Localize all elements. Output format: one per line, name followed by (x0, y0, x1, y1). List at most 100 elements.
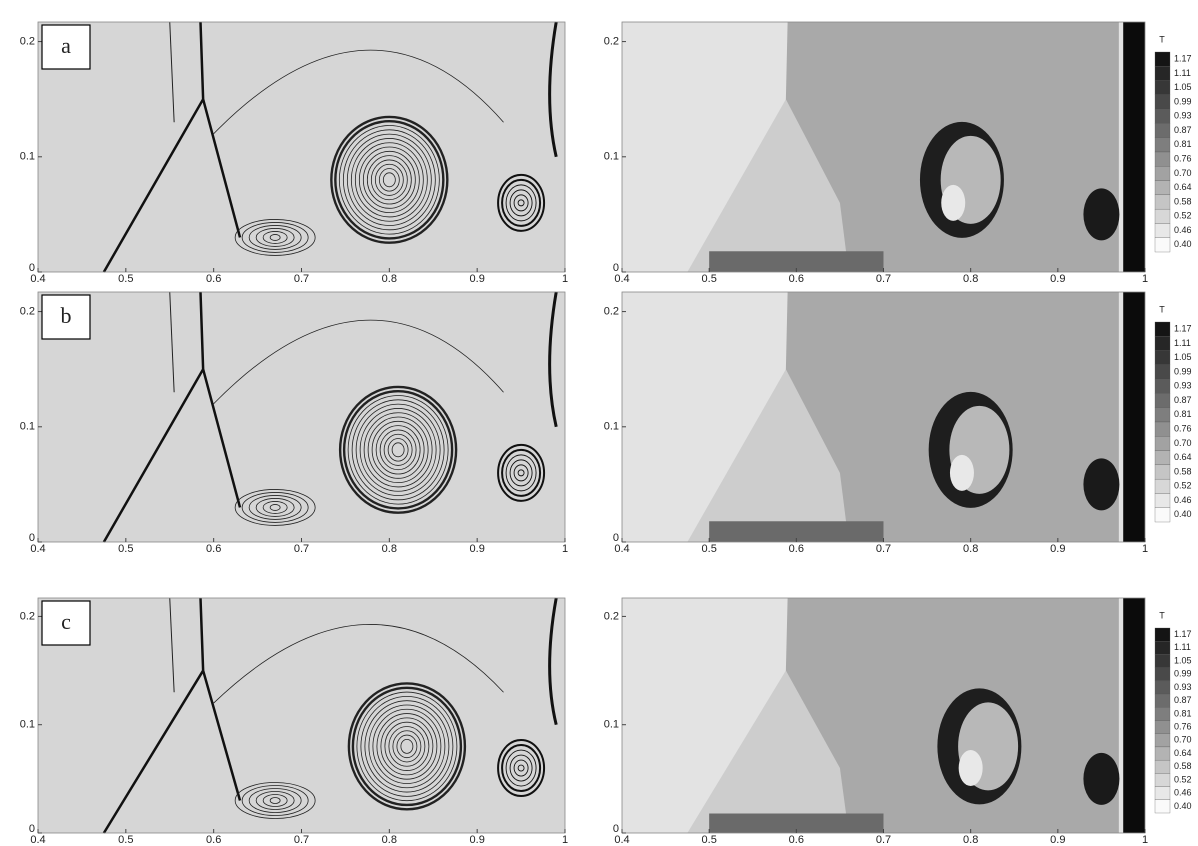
colorbar-label: 0.99 (1174, 669, 1192, 679)
colorbar-label: 1.17 (1174, 324, 1192, 334)
colorbar-label: 0.87 (1174, 395, 1192, 405)
colorbar-swatch (1155, 223, 1170, 237)
x-tick-label: 0.6 (789, 543, 804, 555)
colorbar-swatch (1155, 721, 1170, 734)
side-vortex (1083, 753, 1119, 805)
y-tick-label: 0 (29, 262, 35, 274)
colorbar-swatch (1155, 81, 1170, 95)
colorbar-swatch (1155, 508, 1170, 522)
x-tick-label: 0.9 (470, 273, 485, 285)
colorbar-label: 1.05 (1174, 82, 1192, 92)
contour-field (38, 22, 565, 272)
colorbar-label: 0.99 (1174, 96, 1192, 106)
colorbar-label: 0.76 (1174, 424, 1192, 434)
x-tick-label: 0.9 (1050, 543, 1065, 555)
colorbar-swatch (1155, 436, 1170, 450)
x-tick-label: 0.7 (876, 834, 891, 846)
colorbar-swatch (1155, 209, 1170, 223)
x-tick-label: 0.5 (118, 273, 133, 285)
colorbar-label: 0.52 (1174, 774, 1192, 784)
x-tick-label: 1 (562, 273, 568, 285)
x-tick-label: 0.9 (470, 834, 485, 846)
colorbar-label: 0.70 (1174, 735, 1192, 745)
colorbar-label: 0.87 (1174, 125, 1192, 135)
colorbar-title: T (1159, 304, 1165, 314)
colorbar-swatch (1155, 493, 1170, 507)
x-tick-label: 0.8 (382, 273, 397, 285)
y-tick-label: 0.1 (604, 421, 619, 433)
colorbar-swatch (1155, 152, 1170, 166)
wall-hot (1123, 598, 1145, 833)
y-tick-label: 0.2 (20, 35, 35, 47)
colorbar-swatch (1155, 641, 1170, 654)
x-tick-label: 1 (1142, 543, 1148, 555)
colorbar-label: 1.17 (1174, 629, 1192, 639)
panel-label: c (61, 609, 71, 634)
colorbar-label: 0.76 (1174, 721, 1192, 731)
colorbar-swatch (1155, 365, 1170, 379)
colorbar-title: T (1159, 34, 1165, 44)
x-tick-label: 0.5 (702, 834, 717, 846)
colorbar-title: T (1159, 610, 1165, 620)
x-tick-label: 0.8 (963, 834, 978, 846)
wall-hot (1123, 22, 1145, 272)
y-tick-label: 0.2 (604, 305, 619, 317)
x-tick-label: 0.4 (30, 834, 45, 846)
x-tick-label: 0.6 (206, 273, 221, 285)
colorbar-label: 0.70 (1174, 168, 1192, 178)
x-tick-label: 0.5 (702, 273, 717, 285)
x-tick-label: 0.6 (206, 834, 221, 846)
colorbar-label: 0.81 (1174, 409, 1192, 419)
colorbar-label: 0.93 (1174, 111, 1192, 121)
colorbar-label: 0.46 (1174, 225, 1192, 235)
colorbar-swatch (1155, 336, 1170, 350)
colorbar-swatch (1155, 422, 1170, 436)
colorbar-label: 0.87 (1174, 695, 1192, 705)
colorbar-label: 0.58 (1174, 761, 1192, 771)
wall-hot (1123, 292, 1145, 542)
colorbar-swatch (1155, 408, 1170, 422)
x-tick-label: 1 (562, 543, 568, 555)
colorbar-label: 0.81 (1174, 708, 1192, 718)
contour-field (38, 292, 565, 542)
y-tick-label: 0.2 (20, 305, 35, 317)
colorbar-swatch (1155, 707, 1170, 720)
x-tick-label: 0.4 (614, 834, 629, 846)
colorbar-swatch (1155, 195, 1170, 209)
colorbar-swatch (1155, 52, 1170, 66)
x-tick-label: 0.6 (789, 834, 804, 846)
y-tick-label: 0.2 (20, 610, 35, 622)
x-tick-label: 1 (562, 834, 568, 846)
colorbar-swatch (1155, 479, 1170, 493)
x-tick-label: 1 (1142, 834, 1148, 846)
colorbar-swatch (1155, 138, 1170, 152)
x-tick-label: 0.7 (294, 543, 309, 555)
panel-row: 0.40.50.60.70.80.9100.10.2a0.40.50.60.70… (20, 22, 1192, 285)
x-tick-label: 0.7 (876, 273, 891, 285)
x-tick-label: 0.5 (118, 543, 133, 555)
colorbar-swatch (1155, 123, 1170, 137)
y-tick-label: 0.1 (20, 421, 35, 433)
y-tick-label: 0.1 (20, 151, 35, 163)
colorbar-swatch (1155, 181, 1170, 195)
colorbar-label: 1.11 (1174, 68, 1191, 78)
x-tick-label: 0.8 (963, 543, 978, 555)
x-tick-label: 0.4 (614, 273, 629, 285)
colorbar-swatch (1155, 351, 1170, 365)
colorbar-label: 0.40 (1174, 509, 1192, 519)
y-tick-label: 0 (613, 823, 619, 835)
x-tick-label: 0.8 (382, 834, 397, 846)
x-tick-label: 0.8 (963, 273, 978, 285)
side-vortex (1083, 188, 1119, 240)
x-tick-label: 0.7 (294, 834, 309, 846)
colorbar-label: 1.11 (1174, 338, 1191, 348)
figure: 0.40.50.60.70.80.9100.10.2a0.40.50.60.70… (0, 0, 1198, 846)
contour-field (38, 598, 565, 833)
y-tick-label: 0 (29, 823, 35, 835)
colorbar-swatch (1155, 787, 1170, 800)
vortex-cold (959, 750, 983, 786)
x-tick-label: 0.4 (30, 273, 45, 285)
vortex-cold (950, 455, 974, 491)
colorbar-swatch (1155, 166, 1170, 180)
colorbar-label: 0.52 (1174, 481, 1192, 491)
